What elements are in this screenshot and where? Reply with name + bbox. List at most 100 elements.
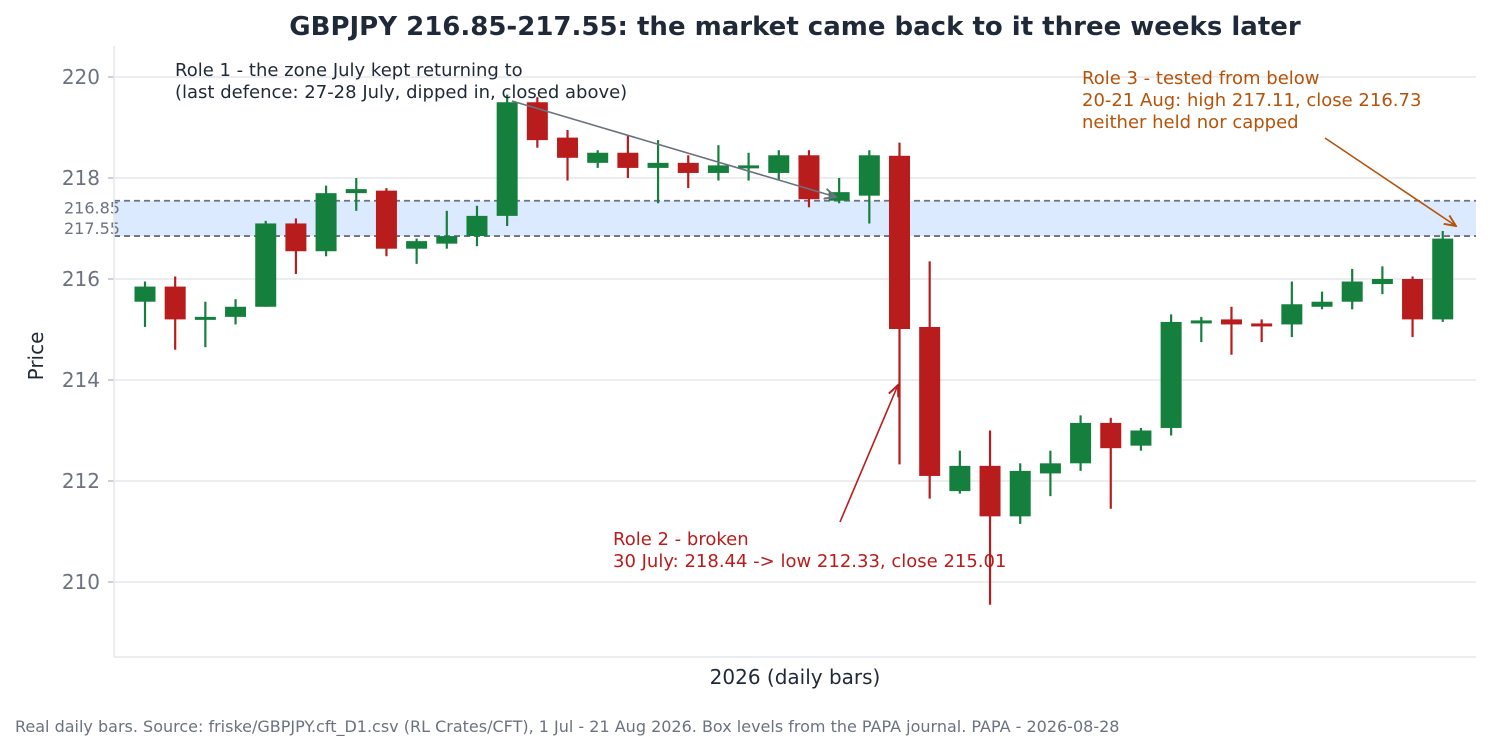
candle <box>768 150 790 181</box>
candles <box>134 94 1454 605</box>
candle-body <box>707 165 729 173</box>
axes <box>113 46 1476 658</box>
candle <box>1190 316 1212 343</box>
annotation-text: (last defence: 27-28 July, dipped in, cl… <box>175 82 627 103</box>
candle <box>496 94 518 226</box>
candle-body <box>255 223 277 307</box>
candle <box>1070 415 1092 471</box>
footer-note: Real daily bars. Source: friske/GBPJPY.c… <box>15 717 1119 737</box>
candle-body <box>858 155 880 196</box>
candle <box>164 276 186 350</box>
candle-body <box>1190 320 1212 324</box>
y-tick-label: 220 <box>62 65 100 89</box>
candle <box>587 150 609 168</box>
candle <box>1009 463 1031 524</box>
candle-body <box>1341 281 1363 302</box>
y-tick-label: 218 <box>62 166 100 190</box>
zone-fill <box>114 200 1476 237</box>
candle <box>1039 450 1061 497</box>
annotation-text: Role 3 - tested from below <box>1082 68 1320 89</box>
candle <box>1100 417 1122 509</box>
annotation-text: Role 1 - the zone July kept returning to <box>175 60 523 81</box>
candle <box>134 281 156 327</box>
candle-body <box>1039 463 1061 474</box>
annotation-arrow <box>839 385 898 523</box>
candle-body <box>164 286 186 320</box>
annotation-role-1: Role 1 - the zone July kept returning to… <box>175 60 836 197</box>
candle <box>1402 276 1424 338</box>
candle-body <box>194 316 216 320</box>
candle-body <box>1070 422 1092 464</box>
candle <box>255 220 277 307</box>
candle <box>1130 427 1152 451</box>
candle <box>647 140 669 204</box>
candle <box>1251 319 1273 343</box>
annotation-text: neither held nor capped <box>1082 112 1299 133</box>
candle <box>1432 231 1454 322</box>
candle <box>557 130 579 181</box>
candle <box>315 185 337 257</box>
candle <box>406 238 428 264</box>
candle <box>617 135 639 178</box>
candle <box>858 150 880 224</box>
candle <box>979 430 1001 605</box>
candle-body <box>436 236 458 244</box>
candle <box>1311 291 1333 310</box>
candle-body <box>225 306 247 317</box>
candle <box>285 218 307 274</box>
candle <box>526 97 548 148</box>
annotations: Role 1 - the zone July kept returning to… <box>175 60 1456 572</box>
candle-body <box>1220 319 1242 325</box>
annotation-text: 20-21 Aug: high 217.11, close 216.73 <box>1082 90 1421 111</box>
candle <box>889 142 910 465</box>
candle-body <box>617 152 639 168</box>
zone-low-label: 216.85 <box>64 199 120 218</box>
candle-body <box>406 241 428 249</box>
y-tick-label: 214 <box>62 368 100 392</box>
candle-body <box>828 192 850 201</box>
y-tick-label: 216 <box>62 267 100 291</box>
candle-body <box>1251 323 1273 327</box>
candle <box>1281 281 1303 338</box>
candle-body <box>345 189 367 194</box>
candle-body <box>738 165 760 169</box>
candle-body <box>979 465 1001 517</box>
annotation-arrow <box>1324 137 1456 226</box>
candle-body <box>1311 301 1333 307</box>
candle <box>225 299 247 325</box>
candle <box>1160 314 1182 436</box>
annotation-arrow <box>511 100 836 197</box>
candle-body <box>1402 279 1424 320</box>
candle <box>194 301 216 348</box>
gridlines: 210 212 214 216 218 220 <box>62 65 1476 594</box>
candle-body <box>466 215 488 237</box>
candle <box>1341 268 1363 310</box>
chart-title: GBPJPY 216.85-217.55: the market came ba… <box>289 12 1301 42</box>
candle <box>677 155 699 189</box>
candle-body <box>677 162 699 173</box>
candle <box>738 152 760 181</box>
candle-body <box>557 137 579 158</box>
y-axis-label: Price <box>24 332 48 381</box>
annotation-text: Role 2 - broken <box>613 529 749 550</box>
candle <box>949 450 971 494</box>
candle <box>1220 306 1242 355</box>
candle <box>345 178 367 211</box>
candle-body <box>889 155 910 329</box>
candle-body <box>1281 304 1303 325</box>
candle-body <box>647 162 669 168</box>
candle-body <box>1432 238 1454 320</box>
candle-body <box>1009 470 1031 517</box>
zone-high-label: 217.55 <box>64 219 120 238</box>
x-axis-label: 2026 (daily bars) <box>710 665 881 689</box>
candle-body <box>587 152 609 163</box>
candle-body <box>1100 422 1122 449</box>
candle-body <box>919 326 941 476</box>
candle-body <box>1160 321 1182 428</box>
candle-body <box>496 102 518 216</box>
y-tick-label: 212 <box>62 469 100 493</box>
